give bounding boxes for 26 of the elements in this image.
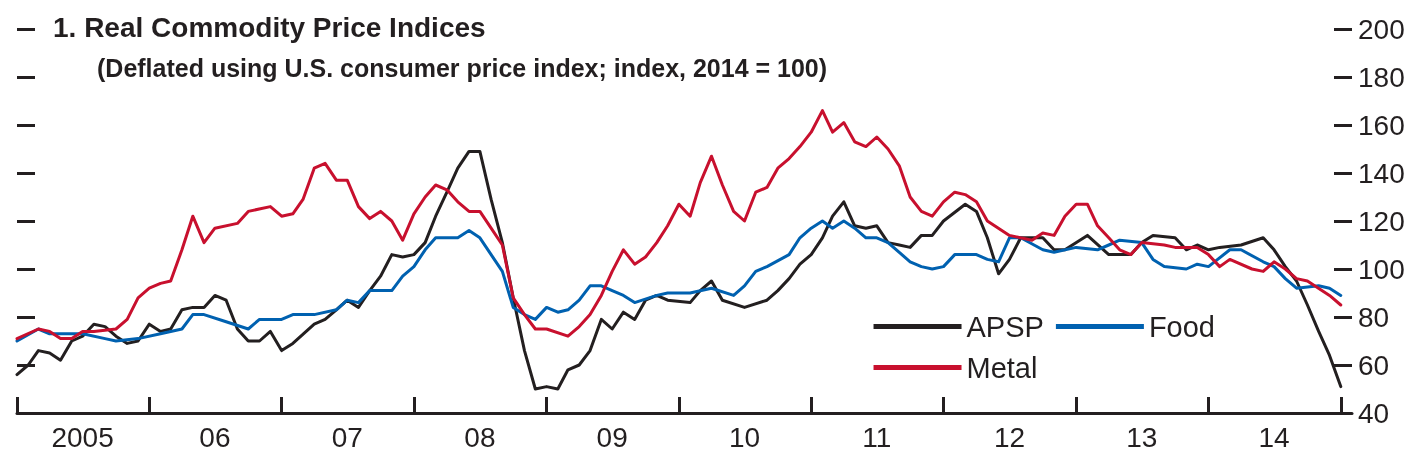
y-tick-label: 140 xyxy=(1358,157,1405,189)
x-tick-label: 13 xyxy=(1126,421,1158,453)
x-tick-label: 06 xyxy=(199,421,231,453)
x-tick-label: 14 xyxy=(1258,421,1290,453)
x-tick-label: 09 xyxy=(596,421,628,453)
legend-label: APSP xyxy=(966,310,1044,343)
line-series xyxy=(15,219,1343,343)
y-tick-label: 160 xyxy=(1358,109,1405,141)
text: (Deflated using U.S. consumer price index; index, 2014 = 100) xyxy=(97,53,828,82)
y-tick-label: 40 xyxy=(1358,397,1390,429)
y-tick-label: 200 xyxy=(1358,13,1405,45)
x-tick-label: 07 xyxy=(331,421,363,453)
x-tick-label: 08 xyxy=(464,421,496,453)
chart-title: 1. Real Commodity Price Indices xyxy=(53,11,486,43)
legend-label: Metal xyxy=(966,351,1038,384)
x-tick-label: 10 xyxy=(728,421,761,453)
x-tick-label: 2005 xyxy=(51,421,114,453)
y-tick-label: 100 xyxy=(1358,253,1405,285)
y-tick-label: 80 xyxy=(1358,301,1390,333)
y-tick-label: 180 xyxy=(1358,61,1405,93)
x-tick-label: 12 xyxy=(993,421,1026,453)
y-tick-label: 120 xyxy=(1358,205,1405,237)
line-series xyxy=(15,109,1343,341)
y-tick-label: 60 xyxy=(1358,349,1390,381)
legend-label: Food xyxy=(1148,310,1216,343)
x-tick-label: 11 xyxy=(862,421,892,453)
